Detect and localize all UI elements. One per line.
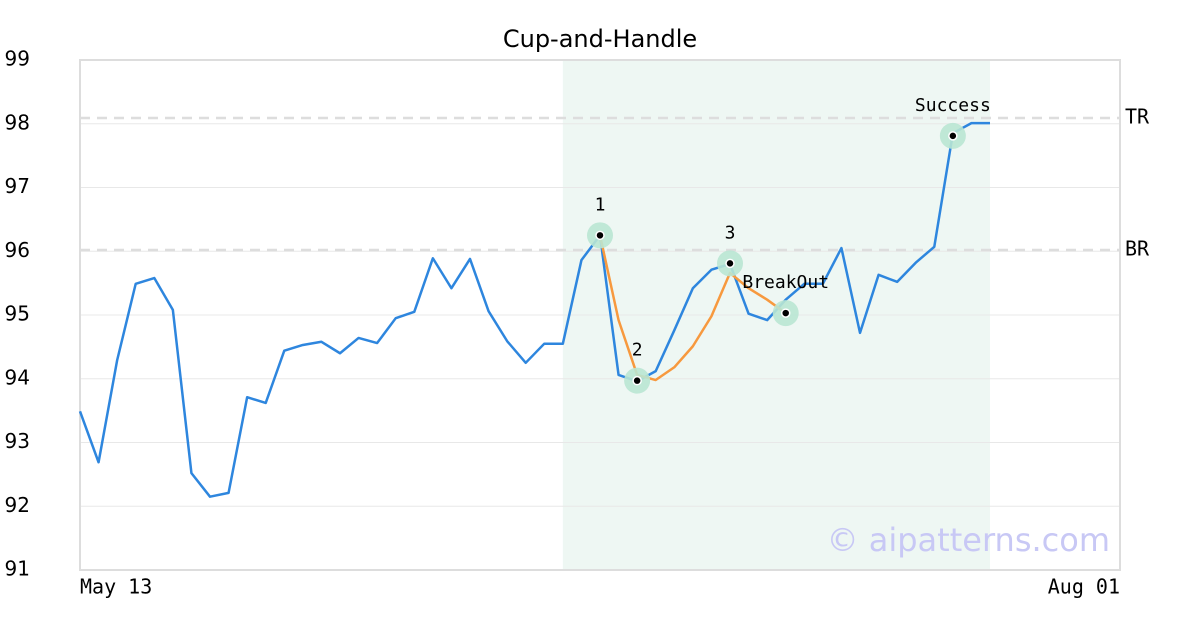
y-tick-label: 95	[5, 302, 30, 326]
level-label: TR	[1125, 105, 1150, 129]
y-tick-label: 96	[5, 238, 30, 262]
series-line	[598, 235, 787, 382]
marker-dot	[948, 131, 958, 141]
marker-label: 2	[632, 340, 643, 361]
chart-title: Cup-and-Handle	[503, 25, 697, 53]
y-tick-label: 92	[5, 493, 30, 517]
y-tick-label: 94	[5, 365, 30, 389]
marker-dot	[780, 308, 791, 318]
x-tick-label: Aug 01	[1048, 575, 1120, 599]
watermark: © aipatterns.com	[827, 521, 1110, 559]
y-tick-label: 91	[5, 557, 30, 581]
marker-label: BreakOut	[742, 272, 829, 293]
y-tick-label: 98	[5, 110, 30, 134]
level-label: BR	[1125, 236, 1150, 260]
marker-label: Success	[915, 95, 991, 116]
y-tick-label: 97	[5, 174, 30, 198]
marker-label: 1	[595, 194, 606, 215]
marker-dot	[725, 258, 735, 269]
marker-label: 3	[725, 222, 736, 243]
y-tick-label: 93	[5, 429, 30, 453]
marker-dot	[632, 375, 642, 386]
plot-frame	[79, 59, 1121, 571]
y-tick-label: 99	[5, 47, 30, 71]
x-tick-label: May 13	[80, 575, 152, 599]
marker-dot	[595, 230, 605, 241]
series-line	[78, 121, 990, 498]
